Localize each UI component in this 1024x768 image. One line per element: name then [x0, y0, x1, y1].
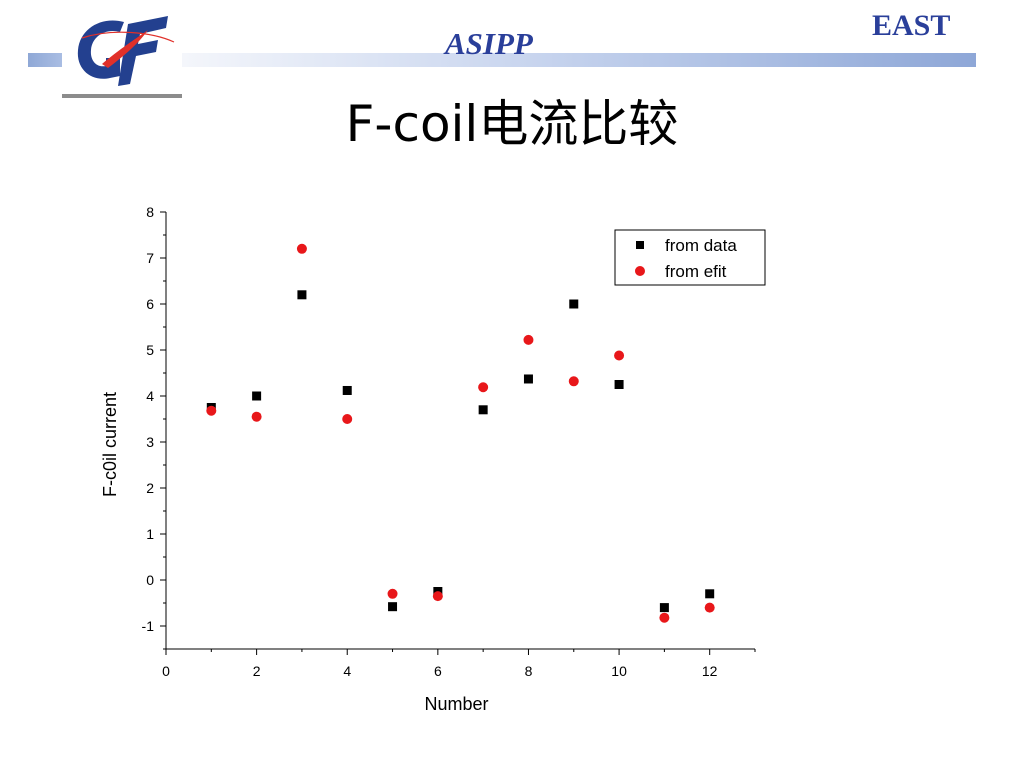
data-point-circle [432, 591, 443, 602]
legend-marker-circle [635, 266, 645, 276]
data-point-circle [251, 411, 262, 422]
org-label: ASIPP [445, 26, 533, 61]
x-tick-label: 6 [434, 663, 442, 679]
logo-underline [62, 94, 182, 98]
logo-spark-shape [102, 30, 148, 68]
x-tick-label: 2 [253, 663, 261, 679]
header-band-right [182, 53, 976, 67]
y-tick-label: 8 [146, 204, 154, 220]
legend-label: from efit [665, 262, 727, 281]
data-point-circle [523, 334, 534, 345]
data-point-square [705, 589, 715, 599]
y-tick-label: 5 [146, 342, 154, 358]
page-title: F-coil电流比较 [345, 95, 679, 153]
x-axis-title: Number [424, 694, 488, 714]
y-tick-label: -1 [142, 618, 155, 634]
asipp-logo [62, 8, 182, 96]
x-tick-label: 10 [611, 663, 627, 679]
x-tick-label: 8 [525, 663, 533, 679]
data-point-circle [659, 612, 670, 623]
data-point-square [659, 603, 669, 613]
project-label: EAST [872, 9, 951, 42]
legend-marker-square [636, 241, 644, 249]
y-axis-title: F-c0il current [100, 392, 120, 497]
y-tick-label: 6 [146, 296, 154, 312]
data-point-circle [568, 376, 579, 387]
y-tick-label: 3 [146, 434, 154, 450]
data-point-square [569, 299, 579, 309]
data-point-circle [206, 405, 217, 416]
legend-label: from data [665, 236, 737, 255]
data-point-circle [387, 588, 398, 599]
y-tick-label: 1 [146, 526, 154, 542]
logo-orbit-line [81, 31, 175, 43]
y-tick-label: 0 [146, 572, 154, 588]
data-point-square [523, 374, 533, 384]
data-point-circle [296, 243, 307, 254]
x-tick-label: 4 [343, 663, 351, 679]
data-point-square [614, 380, 624, 389]
logo-f-shape [118, 16, 168, 86]
y-tick-label: 2 [146, 480, 154, 496]
data-point-circle [342, 414, 353, 424]
chart-points [206, 243, 715, 623]
data-point-circle [614, 350, 625, 361]
asipp-logo-icon [77, 16, 175, 86]
y-tick-label: 4 [146, 388, 154, 404]
header-band-left [28, 53, 62, 67]
x-tick-label: 12 [702, 663, 718, 679]
chart-legend: from data from efit [614, 229, 766, 286]
data-point-circle [704, 602, 715, 613]
data-point-square [297, 290, 307, 300]
data-point-square [342, 385, 352, 395]
data-point-square [478, 405, 488, 415]
x-tick-label: 0 [162, 663, 170, 679]
data-point-circle [478, 382, 489, 393]
data-point-square [252, 391, 262, 401]
y-tick-label: 7 [146, 250, 154, 266]
data-point-square [388, 602, 398, 612]
